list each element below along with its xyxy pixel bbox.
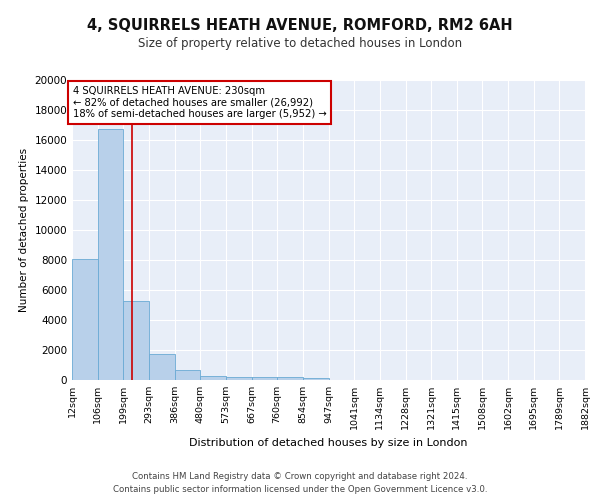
Text: 4, SQUIRRELS HEATH AVENUE, ROMFORD, RM2 6AH: 4, SQUIRRELS HEATH AVENUE, ROMFORD, RM2 … <box>87 18 513 32</box>
Bar <box>277 377 303 380</box>
Bar <box>175 370 200 380</box>
Text: 4 SQUIRRELS HEATH AVENUE: 230sqm
← 82% of detached houses are smaller (26,992)
1: 4 SQUIRRELS HEATH AVENUE: 230sqm ← 82% o… <box>73 86 326 119</box>
Bar <box>200 376 226 380</box>
Bar <box>124 300 149 380</box>
Bar <box>303 378 329 380</box>
Text: Size of property relative to detached houses in London: Size of property relative to detached ho… <box>138 38 462 51</box>
Bar <box>226 376 251 380</box>
Bar <box>72 258 98 380</box>
Bar <box>251 377 277 380</box>
Y-axis label: Number of detached properties: Number of detached properties <box>19 148 29 312</box>
X-axis label: Distribution of detached houses by size in London: Distribution of detached houses by size … <box>189 438 468 448</box>
Bar <box>98 130 124 380</box>
Text: Contains HM Land Registry data © Crown copyright and database right 2024.
Contai: Contains HM Land Registry data © Crown c… <box>113 472 487 494</box>
Bar <box>149 354 175 380</box>
